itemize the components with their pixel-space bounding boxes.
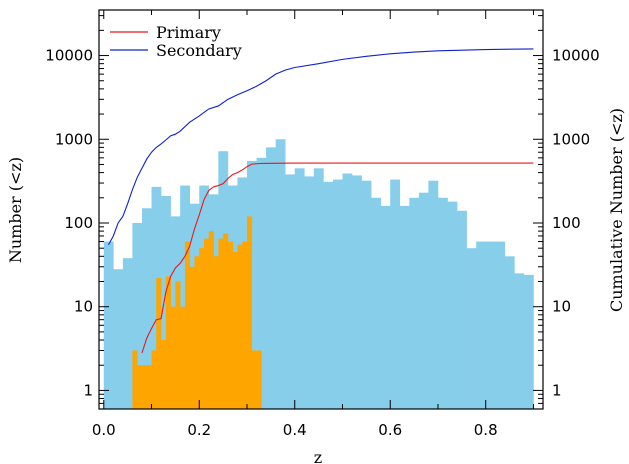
- cumulative-lines: [108, 48, 534, 354]
- histogram-bar-selected-22: [237, 244, 243, 409]
- histogram-bar-selected-24: [247, 216, 253, 409]
- histogram-bar-all-26: [352, 175, 362, 409]
- histogram-bar-selected-6: [161, 340, 167, 409]
- histogram-bar-selected-5: [156, 278, 162, 409]
- histogram-bar-selected-0: [132, 350, 138, 409]
- histogram-bar-all-1: [113, 269, 124, 409]
- y-tick-label: 100: [64, 214, 93, 232]
- histogram-bar-selected-26: [256, 350, 262, 409]
- y2-tick-label: 1000: [552, 130, 590, 148]
- histogram-bar-selected-8: [170, 306, 176, 409]
- histogram-bar-selected-15: [204, 238, 210, 409]
- y-tick-label: 1: [83, 381, 93, 399]
- histogram-bar-all-4: [141, 208, 152, 409]
- histogram-bar-all-37: [457, 210, 467, 409]
- histogram-bar-all-19: [285, 174, 296, 409]
- y2-tick-label: 10: [552, 298, 571, 316]
- histogram-bar-selected-13: [194, 256, 200, 409]
- histogram-bar-all-29: [380, 205, 391, 409]
- histogram-bar-all-16: [256, 157, 267, 409]
- line-secondary: [108, 48, 534, 245]
- x-tick-label: 0.8: [474, 421, 498, 439]
- histogram-bar-selected-3: [146, 365, 152, 409]
- histogram-bar-selected-21: [232, 252, 238, 409]
- histogram-bar-all-36: [447, 201, 458, 409]
- histogram-bar-all-28: [371, 197, 381, 409]
- histogram-bar-all-2: [122, 258, 133, 409]
- histogram-bar-selected-12: [189, 266, 195, 409]
- axis-ticks: 0.0 0.2 0.4 0.6 0.8 1 1 10 10 100 100 1000 1000 10000…: [45, 10, 600, 439]
- histogram-bar-selected-19: [223, 233, 229, 409]
- histogram-bar-selected-2: [141, 365, 148, 409]
- x-tick-label: 0.2: [187, 421, 211, 439]
- histogram-bar-all-3: [132, 222, 143, 409]
- histogram-bar-all-23: [323, 181, 334, 409]
- legend: Primary Secondary: [110, 23, 242, 60]
- y2-tick-label: 10000: [552, 47, 600, 65]
- y-axis-title: Number (<z): [6, 157, 25, 263]
- y2-tick-label: 1: [552, 381, 562, 399]
- histogram-bar-all-43: [514, 273, 525, 409]
- histogram-bar-all-27: [361, 180, 372, 409]
- histogram-bar-selected-25: [251, 350, 257, 409]
- histogram-bar-all-22: [313, 168, 324, 409]
- histogram-bar-all-34: [428, 180, 439, 409]
- y2-axis-title: Cumulative Number (<z): [607, 108, 626, 312]
- histogram-bar-all-33: [418, 192, 429, 409]
- histogram-bar-all-21: [304, 176, 315, 409]
- histogram-bar-selected-23: [242, 241, 248, 409]
- x-tick-label: 0.0: [92, 421, 116, 439]
- histogram-bar-all-17: [266, 147, 276, 409]
- histogram-bar-selected-14: [199, 248, 205, 409]
- histogram-bar-selected-11: [184, 241, 191, 409]
- legend-label-secondary: Secondary: [156, 41, 242, 60]
- histogram-bar-all-20: [294, 168, 305, 409]
- histogram-bar-all-35: [437, 197, 448, 409]
- histogram-bar-selected-16: [208, 231, 214, 409]
- histogram-bar-selected-7: [165, 276, 171, 409]
- histogram-bar-selected-17: [213, 256, 219, 409]
- histogram-bar-all-31: [399, 205, 410, 409]
- histogram-bar-all-41: [495, 241, 506, 409]
- histogram-bar-all-42: [504, 256, 515, 409]
- histogram-bar-selected-20: [227, 241, 233, 409]
- histogram-bar-all-39: [476, 241, 487, 409]
- y-tick-label: 10000: [45, 47, 93, 65]
- histogram-bar-all-30: [390, 179, 401, 409]
- y-tick-label: 10: [74, 298, 93, 316]
- histogram-bar-all-38: [466, 248, 477, 409]
- histogram-bar-selected-9: [175, 281, 181, 409]
- histogram-bar-all-32: [409, 197, 420, 409]
- y-tick-label: 1000: [55, 130, 93, 148]
- histogram-bar-all-18: [275, 139, 286, 409]
- histogram-bar-all-0: [103, 241, 114, 409]
- histogram-bar-all-44: [523, 274, 534, 409]
- histogram-bar-selected-4: [151, 350, 157, 409]
- histogram-bar-all-25: [342, 173, 353, 409]
- histogram-bar-selected-10: [180, 306, 186, 409]
- line-primary: [141, 162, 534, 354]
- x-axis-title: z: [314, 448, 322, 464]
- histogram-selected-bars: [132, 216, 262, 409]
- histogram-bar-all-24: [332, 179, 343, 409]
- histogram-bar-all-40: [485, 241, 496, 409]
- histogram-bar-selected-1: [137, 365, 143, 409]
- histogram-bar-selected-18: [218, 238, 224, 409]
- y2-tick-label: 100: [552, 214, 581, 232]
- x-tick-label: 0.4: [283, 421, 307, 439]
- plot-frame: [98, 9, 544, 410]
- legend-label-primary: Primary: [156, 23, 221, 42]
- x-tick-label: 0.6: [378, 421, 402, 439]
